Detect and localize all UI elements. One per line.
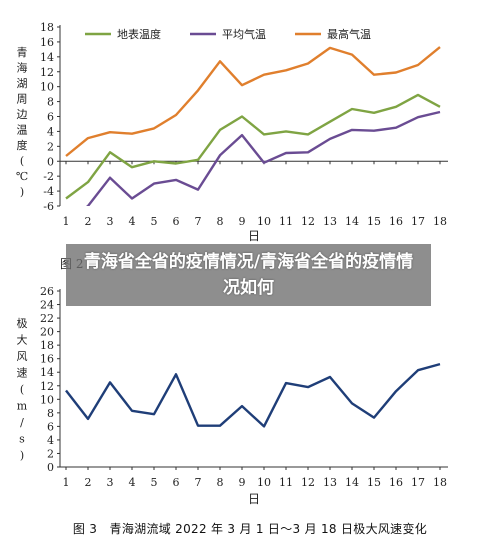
y-axis-title: 极大风速(m / s): [17, 316, 28, 462]
y-tick-label: 10: [40, 81, 54, 94]
x-tick-label: 13: [323, 476, 337, 489]
x-tick-label: 11: [279, 215, 293, 228]
y-tick-label: 10: [40, 393, 54, 406]
x-tick-label: 14: [345, 215, 359, 228]
x-tick-label: 7: [195, 215, 202, 228]
x-axis-title: 日: [248, 229, 260, 243]
x-tick-label: 6: [173, 215, 180, 228]
y-tick-label: 6: [47, 111, 54, 124]
y-tick-label: 22: [40, 312, 54, 325]
series-line-1: [65, 93, 441, 200]
x-tick-label: 1: [63, 476, 70, 489]
x-tick-label: 6: [173, 476, 180, 489]
y-tick-label: 18: [40, 339, 54, 352]
y-tick-label: 12: [40, 380, 54, 393]
series-line-2: [85, 110, 441, 206]
x-tick-label: 5: [151, 215, 158, 228]
x-tick-label: 5: [151, 476, 158, 489]
y-tick-label: 18: [40, 21, 54, 34]
y-tick-label: 16: [40, 36, 54, 49]
y-tick-label: 26: [40, 285, 54, 298]
legend-label: 平均气温: [222, 27, 266, 41]
x-tick-label: 14: [345, 476, 359, 489]
article-title-overlay: 青海省全省的疫情情况/青海省全省的疫情情况如何: [66, 244, 431, 306]
x-tick-label: 12: [301, 476, 315, 489]
y-tick-label: 12: [40, 66, 54, 79]
x-tick-label: 7: [195, 476, 202, 489]
x-tick-label: 3: [107, 476, 114, 489]
x-tick-label: 9: [239, 476, 246, 489]
x-tick-label: 8: [217, 476, 224, 489]
x-tick-label: 9: [239, 215, 246, 228]
y-tick-label: 0: [47, 461, 54, 474]
x-tick-label: 8: [217, 215, 224, 228]
y-tick-label: -6: [43, 200, 54, 213]
y-tick-label: 8: [47, 96, 54, 109]
y-tick-label: -4: [43, 185, 54, 198]
x-tick-label: 12: [301, 215, 315, 228]
x-tick-label: 17: [411, 215, 425, 228]
x-axis-title: 日: [248, 492, 260, 506]
legend-label: 最高气温: [327, 27, 371, 41]
y-tick-label: 24: [40, 299, 54, 312]
x-tick-label: 18: [433, 476, 447, 489]
x-tick-label: 10: [257, 476, 271, 489]
x-tick-label: 3: [107, 215, 114, 228]
y-tick-label: 2: [47, 447, 54, 460]
y-tick-label: 20: [40, 326, 54, 339]
y-tick-label: 6: [47, 420, 54, 433]
series-line-3: [65, 46, 441, 157]
y-tick-label: 2: [47, 140, 54, 153]
x-tick-label: 17: [411, 476, 425, 489]
x-tick-label: 2: [85, 215, 92, 228]
y-tick-label: 14: [40, 51, 54, 64]
x-tick-label: 4: [129, 476, 136, 489]
y-tick-label: 0: [47, 155, 54, 168]
y-tick-label: 8: [47, 407, 54, 420]
y-tick-label: 4: [47, 434, 54, 447]
x-tick-label: 18: [433, 215, 447, 228]
x-tick-label: 16: [389, 215, 403, 228]
article-title: 青海省全省的疫情情况/青海省全省的疫情情况如何: [83, 252, 414, 298]
x-tick-label: 10: [257, 215, 271, 228]
x-tick-label: 16: [389, 476, 403, 489]
x-tick-label: 11: [279, 476, 293, 489]
series-line-1: [65, 362, 441, 428]
y-tick-label: 4: [47, 125, 54, 138]
legend-label: 地表温度: [117, 27, 161, 41]
x-tick-label: 4: [129, 215, 136, 228]
x-tick-label: 15: [367, 215, 381, 228]
x-tick-label: 2: [85, 476, 92, 489]
y-tick-label: -2: [43, 170, 54, 183]
x-tick-label: 13: [323, 215, 337, 228]
x-tick-label: 1: [63, 215, 70, 228]
y-tick-label: 14: [40, 366, 54, 379]
figure-3-caption: 图 3 青海湖流域 2022 年 3 月 1 日～3 月 18 日极大风速变化: [72, 522, 428, 536]
x-tick-label: 15: [367, 476, 381, 489]
y-tick-label: 16: [40, 353, 54, 366]
y-axis-title: 青海湖周边温度(℃): [16, 46, 28, 199]
